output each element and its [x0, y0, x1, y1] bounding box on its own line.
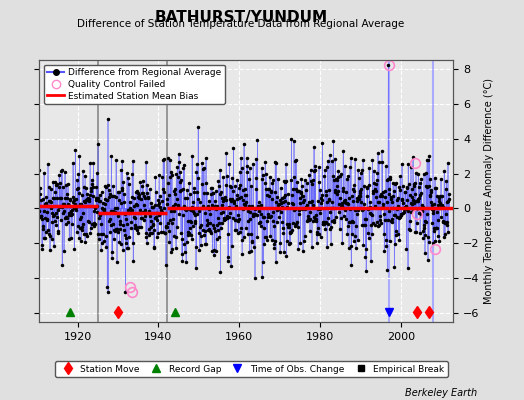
Y-axis label: Monthly Temperature Anomaly Difference (°C): Monthly Temperature Anomaly Difference (… [484, 78, 494, 304]
Text: BATHURST/YUNDUM: BATHURST/YUNDUM [155, 10, 328, 25]
Text: Berkeley Earth: Berkeley Earth [405, 388, 477, 398]
Legend: Station Move, Record Gap, Time of Obs. Change, Empirical Break: Station Move, Record Gap, Time of Obs. C… [55, 361, 448, 377]
Text: Difference of Station Temperature Data from Regional Average: Difference of Station Temperature Data f… [78, 19, 405, 29]
Legend: Difference from Regional Average, Quality Control Failed, Estimated Station Mean: Difference from Regional Average, Qualit… [44, 64, 225, 104]
